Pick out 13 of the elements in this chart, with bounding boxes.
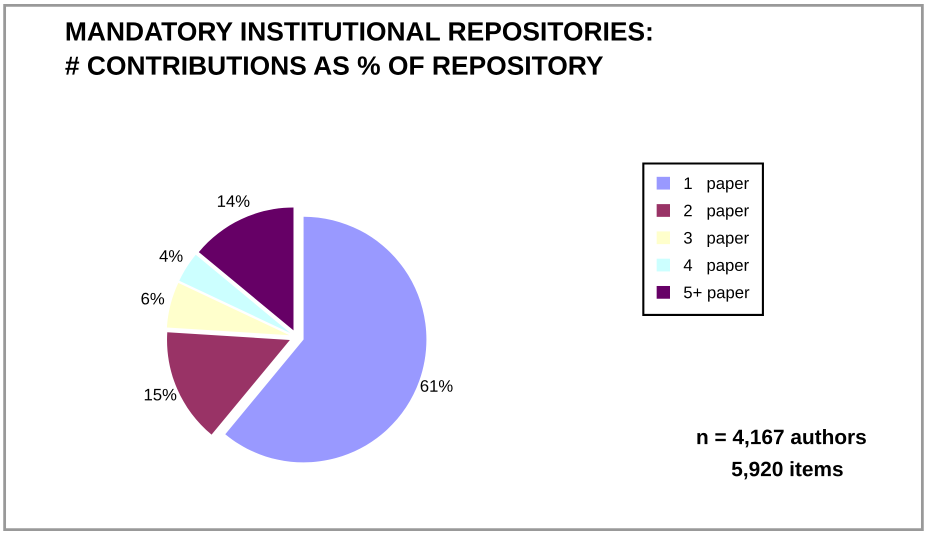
data-label: 4% — [159, 250, 183, 262]
legend-label: 4 paper — [684, 259, 749, 274]
chart-title: MANDATORY INSTITUTIONAL REPOSITORIES: # CONTRIBUTIONS AS % OF REPOSITORY — [65, 22, 652, 75]
text: n = 4,167 authors — [697, 428, 866, 448]
data-label: 6% — [141, 292, 164, 305]
legend-label: 5+ paper — [684, 286, 750, 302]
legend-label: 3 paper — [684, 232, 749, 248]
data-label: 14% — [218, 195, 250, 207]
text: 5,920 items — [732, 461, 843, 480]
data-label: 61% — [420, 380, 453, 392]
legend-label: 1 paper — [684, 178, 749, 192]
legend-label: 2 paper — [684, 204, 749, 220]
data-label: 15% — [144, 388, 176, 401]
